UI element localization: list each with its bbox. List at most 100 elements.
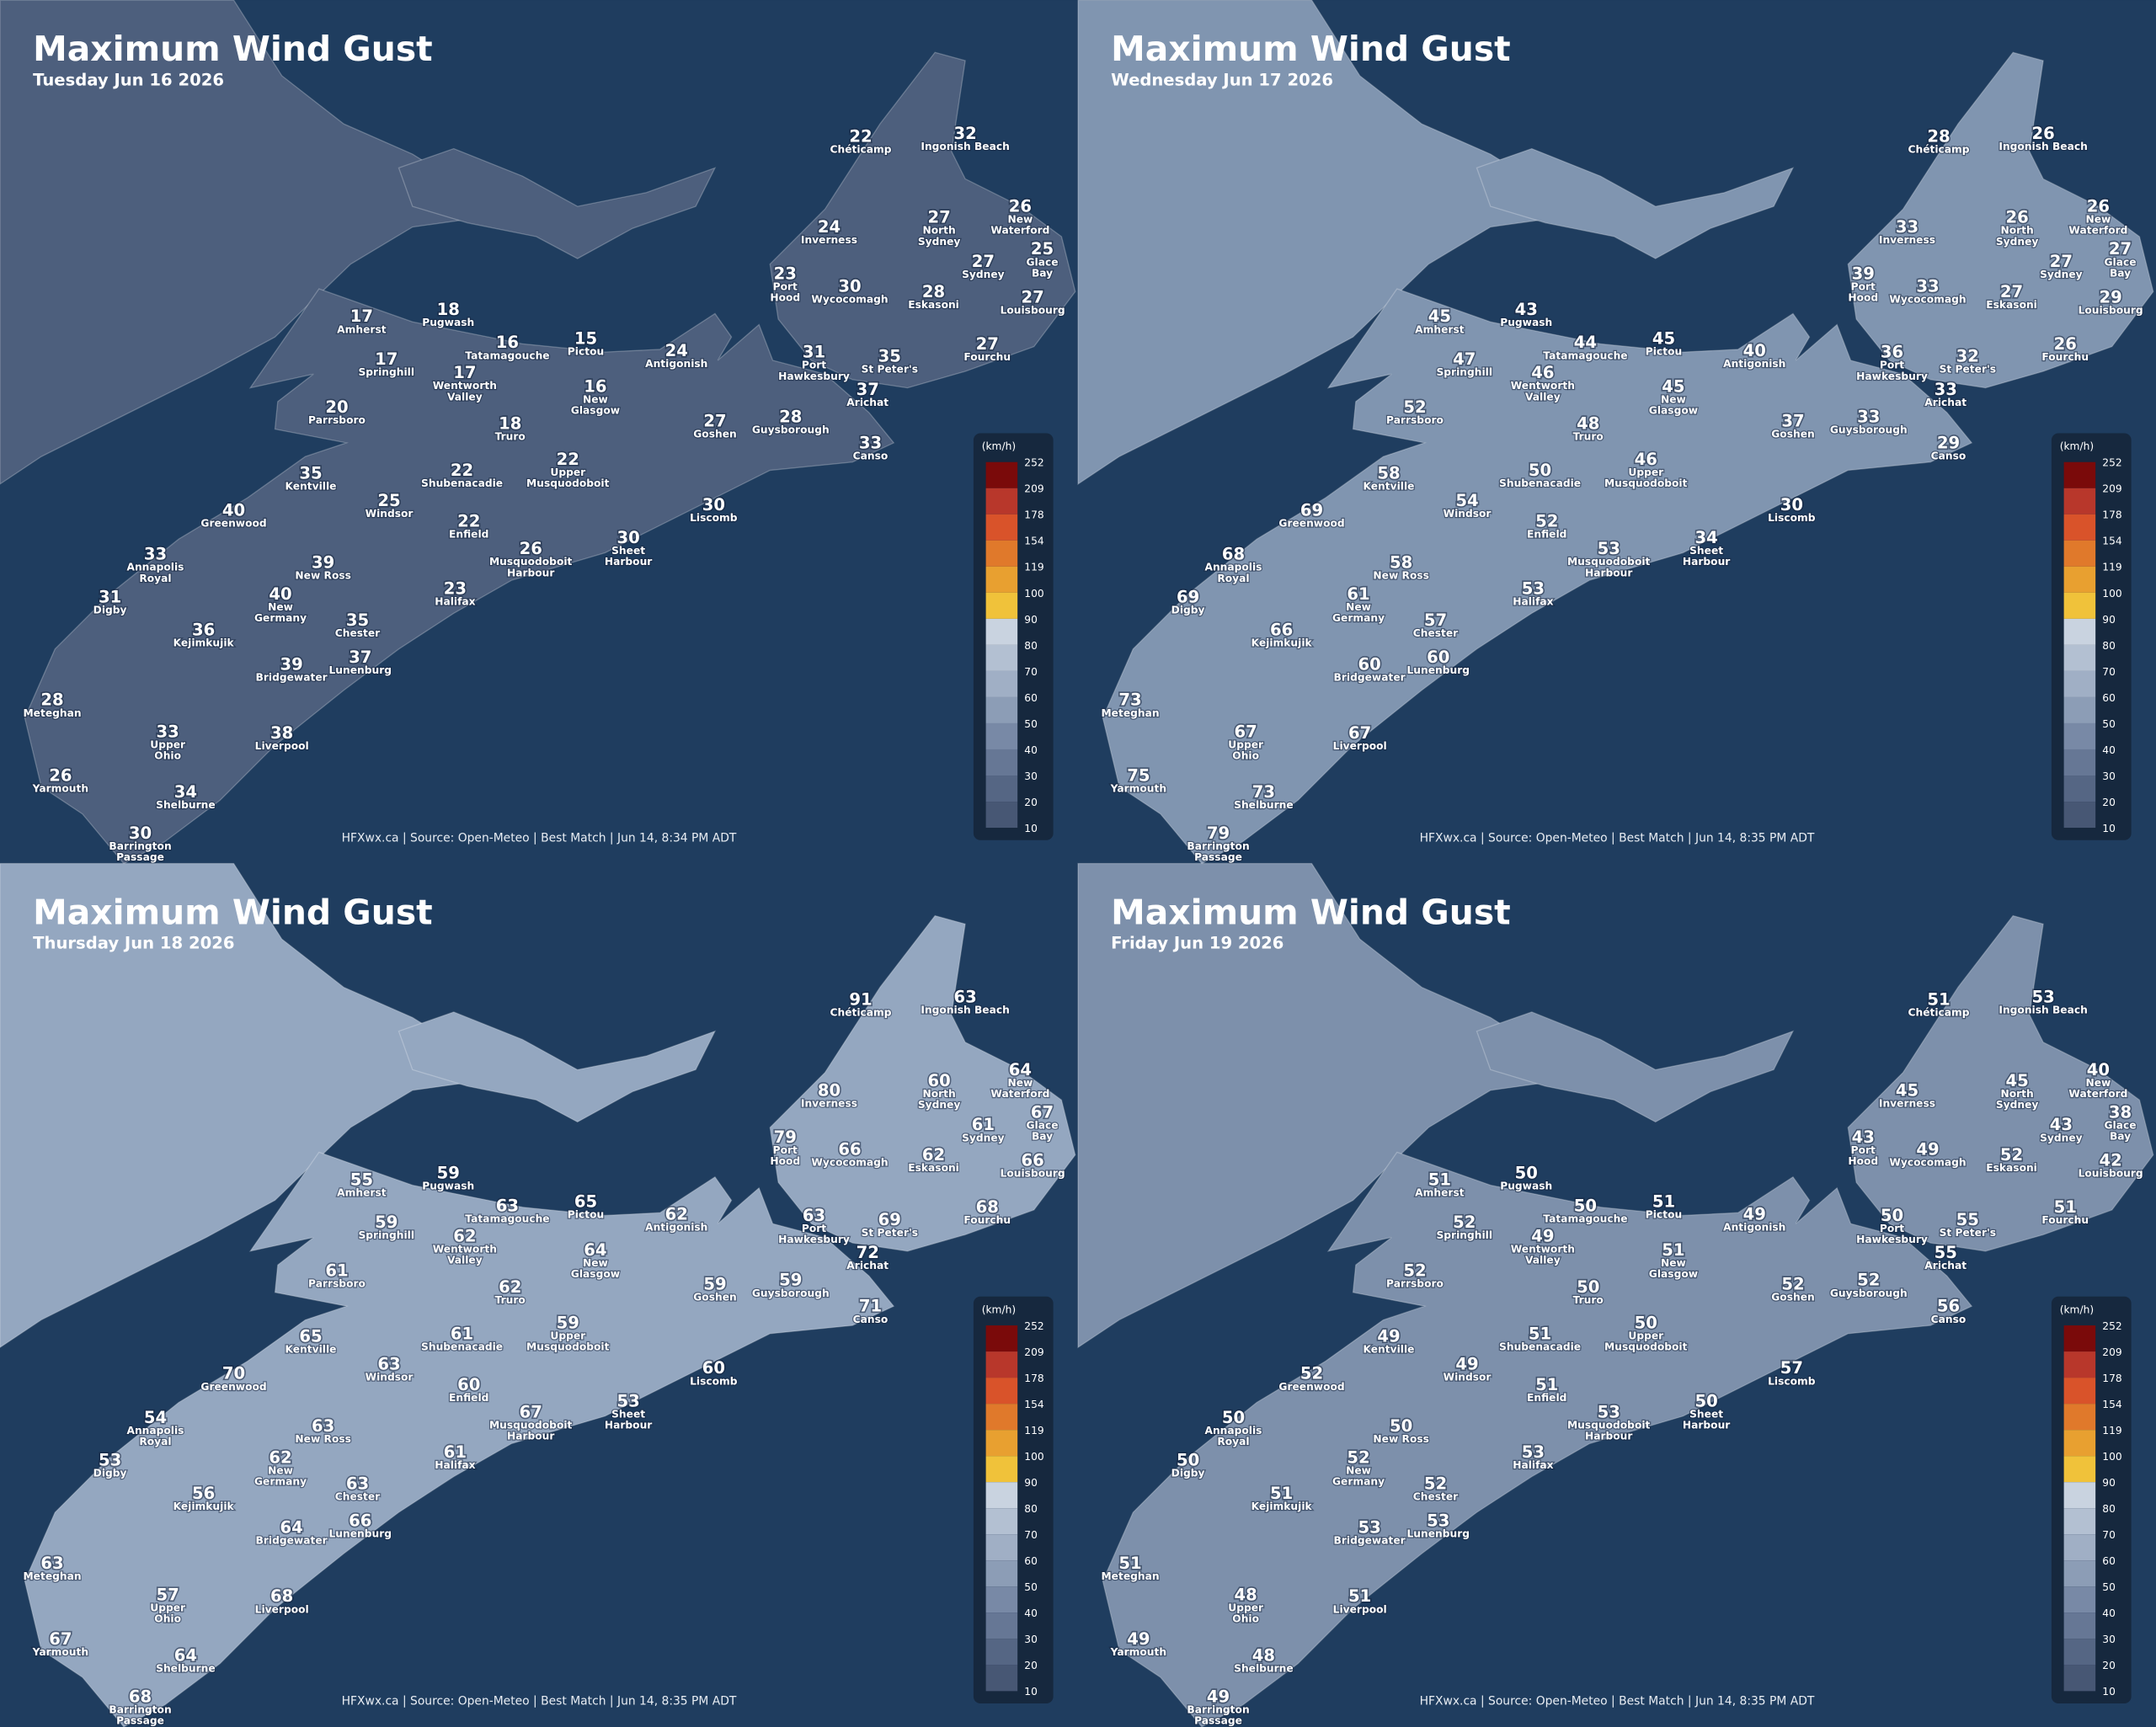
station-name: Upper	[1228, 738, 1263, 750]
gust-value: 66	[1021, 1151, 1043, 1170]
legend-tick-label: 90	[2102, 614, 2116, 626]
station-name: Amherst	[1415, 1187, 1465, 1199]
gust-value: 30	[702, 495, 725, 514]
station-name: Truro	[1573, 431, 1604, 443]
station-name: Ohio	[1232, 1613, 1259, 1625]
legend-tick-label: 50	[2102, 718, 2116, 730]
gust-value: 50	[1390, 1416, 1412, 1436]
gust-value: 63	[377, 1354, 400, 1373]
station-name: Truro	[495, 1294, 526, 1306]
gust-value: 62	[922, 1145, 945, 1165]
legend-swatch	[985, 670, 1018, 697]
station-name: Antigonish	[645, 1221, 707, 1233]
station-name: Greenwood	[1278, 1381, 1344, 1393]
station-name: Liscomb	[690, 512, 738, 524]
station-name: Shubenacadie	[421, 477, 503, 489]
gust-value: 50	[1222, 1408, 1245, 1427]
station-name: North	[922, 1088, 955, 1100]
station-name: Inverness	[801, 1097, 857, 1109]
legend-tick-label: 100	[1024, 1451, 1043, 1463]
station-name: Springhill	[358, 366, 414, 378]
gust-value: 54	[144, 1408, 167, 1427]
gust-value: 22	[557, 450, 579, 469]
station-name: Digby	[1171, 604, 1205, 616]
station-name: Valley	[447, 1255, 483, 1266]
station-name: Chester	[1413, 627, 1458, 639]
legend-tick-label: 40	[2102, 744, 2116, 756]
station-name: Guysborough	[1830, 424, 1908, 435]
station-name: Windsor	[1444, 508, 1492, 520]
station-name: Kentville	[285, 480, 336, 492]
station-name: Glace	[1027, 256, 1059, 268]
gust-value: 61	[451, 1324, 473, 1343]
station-name: Goshen	[1771, 1292, 1814, 1303]
station-name: Kentville	[1363, 480, 1414, 492]
gust-value: 79	[1207, 824, 1230, 843]
station-name: Musquodoboit	[526, 477, 610, 489]
station-name: Harbour	[1683, 1420, 1730, 1431]
gust-value: 91	[849, 990, 872, 1010]
legend-tick-label: 80	[2102, 640, 2116, 652]
station-name: Springhill	[1436, 366, 1492, 378]
legend-swatch	[2063, 1404, 2096, 1431]
station-name: Canso	[853, 450, 889, 462]
gust-value: 43	[2050, 1115, 2073, 1134]
gust-value: 66	[349, 1511, 371, 1530]
station-name: St Peter's	[1940, 1227, 1996, 1239]
legend-tick-label: 90	[1024, 614, 1038, 626]
gust-value: 68	[270, 1586, 293, 1606]
gust-value: 62	[453, 1226, 476, 1245]
legend-unit: (km/h)	[982, 1303, 1016, 1315]
gust-value: 48	[1252, 1645, 1275, 1665]
gust-value: 60	[927, 1071, 950, 1090]
station-name: New Ross	[295, 570, 351, 582]
station-name: Sydney	[962, 1132, 1005, 1143]
station-name: Musquodoboit	[489, 556, 573, 568]
gust-value: 36	[192, 620, 215, 639]
station-name: Antigonish	[1723, 1221, 1785, 1233]
station-name: Hawkesbury	[1856, 370, 1928, 382]
legend-tick-label: 10	[1024, 1686, 1038, 1698]
gust-value: 34	[1694, 528, 1717, 547]
station-name: Barrington	[1187, 840, 1249, 852]
gust-value: 27	[2000, 282, 2023, 301]
station-name: New	[268, 1464, 293, 1476]
gust-value: 79	[774, 1127, 797, 1147]
gust-value: 59	[375, 1213, 398, 1232]
gust-value: 26	[520, 539, 542, 558]
legend-tick-label: 20	[2102, 1660, 2116, 1671]
station-name: New Ross	[1373, 1433, 1429, 1445]
legend-swatch	[2063, 1612, 2096, 1639]
station-name: Sydney	[2040, 269, 2083, 280]
station-name: New	[1346, 601, 1371, 613]
gust-value: 40	[269, 584, 291, 604]
station-name: Upper	[550, 1330, 585, 1341]
station-name: Barrington	[109, 1703, 171, 1715]
legend-swatch	[2063, 1378, 2096, 1405]
gust-value: 63	[803, 1206, 825, 1225]
gust-value: 66	[838, 1140, 861, 1159]
gust-value: 68	[129, 1687, 152, 1706]
gust-value: 50	[1577, 1277, 1599, 1297]
legend-tick-label: 209	[1024, 1346, 1043, 1358]
station-name: Shelburne	[1234, 1662, 1294, 1674]
gust-value: 33	[1857, 407, 1880, 426]
gust-value: 26	[49, 766, 72, 786]
legend-tick-label: 209	[1024, 483, 1043, 495]
station-name: Musquodoboit	[1567, 1420, 1651, 1431]
station-name: Sheet	[1689, 545, 1723, 557]
station-name: Harbour	[1585, 1431, 1632, 1442]
gust-value: 32	[1956, 347, 1979, 366]
station-name: Parrsboro	[1386, 414, 1444, 426]
gust-value: 26	[2054, 334, 2077, 354]
legend-swatch	[2063, 1639, 2096, 1666]
station-name: Chester	[1413, 1490, 1458, 1502]
station-name: St Peter's	[1940, 364, 1996, 376]
station-name: Inverness	[801, 234, 857, 246]
station-name: Shubenacadie	[1499, 1341, 1581, 1352]
gust-value: 48	[1235, 1586, 1257, 1605]
